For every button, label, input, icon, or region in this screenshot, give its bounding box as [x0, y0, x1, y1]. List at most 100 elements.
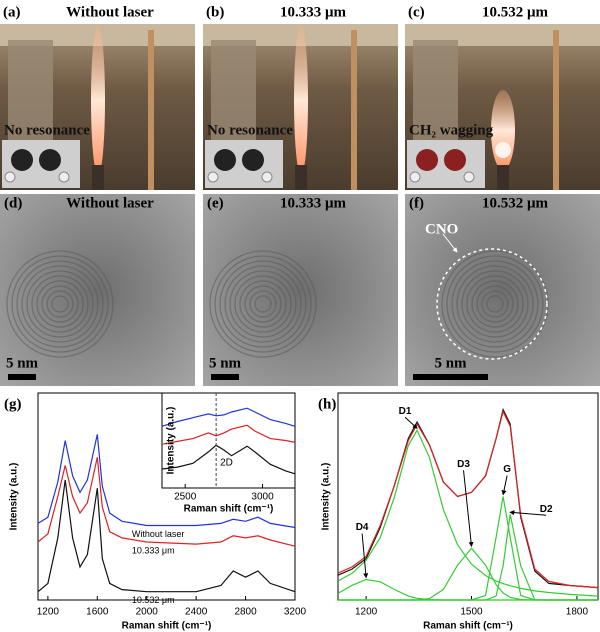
lattice-fringe [441, 250, 549, 358]
panel-label: (c) [408, 4, 425, 20]
x-tick-label: 1500 [460, 607, 483, 618]
lattice-fringe [209, 250, 317, 358]
lattice-fringe [21, 265, 99, 343]
panel-label: (g) [4, 396, 22, 412]
x-axis-label: Raman shift (cm⁻¹) [122, 621, 212, 632]
foil-coil [8, 40, 53, 140]
annotation: CNO [425, 221, 458, 237]
series-label: 10.532 μm [132, 595, 175, 605]
scale-label: 5 nm [434, 355, 467, 371]
lattice-fringe [51, 295, 69, 313]
spectrum [337, 578, 598, 601]
lattice-fringe [446, 255, 544, 353]
atom [214, 149, 236, 171]
flame [294, 25, 308, 175]
x-tick-label: 2400 [185, 607, 208, 618]
series-label: Without laser [132, 529, 185, 539]
tem-image [0, 194, 195, 386]
lattice-fringe [486, 295, 504, 313]
peak-label: D2 [540, 504, 553, 515]
spectrum [161, 407, 296, 427]
atom [242, 149, 264, 171]
panel-note: No resonance [4, 122, 90, 138]
label-arrow [463, 470, 474, 548]
lattice-fringe [249, 290, 277, 318]
y-axis-label: Intensity (a.u.) [166, 407, 177, 475]
panel-label: (d) [4, 195, 22, 211]
panel-title: 10.532 μm [482, 4, 549, 20]
lattice-fringe [234, 275, 292, 333]
nozzle [92, 165, 104, 190]
scale-bar [211, 374, 239, 380]
y-axis-label: Intensity (a.u.) [321, 463, 332, 531]
lattice-fringe [244, 285, 282, 323]
x-tick-label: 3000 [251, 492, 274, 503]
lattice-fringe [481, 290, 509, 318]
atom [416, 149, 438, 171]
x-tick-label: 2800 [234, 607, 257, 618]
panel-label: (e) [207, 195, 224, 211]
foil-coil [211, 40, 256, 140]
x-tick-label: 1200 [37, 607, 60, 618]
flame [91, 25, 105, 175]
header-strip [203, 0, 398, 24]
atom [39, 149, 61, 171]
panel-label: (b) [206, 4, 224, 20]
rod [148, 30, 154, 190]
spectrum [161, 444, 296, 475]
spectrum [337, 428, 599, 597]
x-tick-label: 3200 [284, 607, 307, 618]
header-strip [0, 0, 195, 24]
scale-bar [413, 374, 488, 380]
peak-label: D3 [457, 459, 470, 470]
lattice-fringe [254, 295, 272, 313]
peak-label: G [503, 464, 511, 475]
label-arrow [404, 416, 418, 429]
peak-label: D1 [399, 406, 412, 417]
panel-label: (f) [409, 195, 424, 211]
scale-label: 5 nm [209, 355, 242, 371]
lattice-fringe [456, 265, 534, 343]
panel-note: No resonance [207, 122, 293, 138]
panel-note: CH₂ wagging [409, 122, 494, 138]
label-arrow [509, 510, 547, 516]
x-tick-label: 1600 [86, 607, 109, 618]
lattice-fringe [46, 290, 74, 318]
rod [351, 30, 357, 190]
atom [4, 171, 16, 183]
lattice-fringe [41, 285, 79, 323]
cno-outline [436, 248, 548, 360]
marker-label: 2D [220, 458, 233, 469]
label-arrow [501, 475, 508, 496]
tem-image [405, 194, 600, 386]
atom [58, 171, 70, 183]
x-tick-label: 1200 [355, 607, 378, 618]
nozzle [497, 165, 509, 190]
series-label: 10.333 μm [132, 545, 175, 555]
plot-frame [337, 392, 599, 601]
lattice-fringe [11, 255, 109, 353]
atom [444, 149, 466, 171]
x-axis-label: Raman shift (cm⁻¹) [184, 504, 274, 515]
spectrum [161, 424, 296, 445]
lattice-fringe [461, 270, 529, 338]
spectrum [337, 409, 599, 589]
panel-title: Without laser [66, 195, 154, 211]
lattice-fringe [451, 260, 539, 348]
header-strip [405, 0, 600, 24]
lattice-fringe [6, 250, 114, 358]
spectrum [37, 457, 296, 547]
scale-label: 5 nm [6, 355, 39, 371]
lattice-fringe [224, 265, 302, 343]
spectrum [37, 434, 296, 529]
lattice-fringe [26, 270, 94, 338]
panel-title: Without laser [66, 4, 154, 20]
lattice-fringe [229, 270, 297, 338]
scale-bar [8, 374, 36, 380]
peak-label: D4 [356, 522, 369, 533]
lattice-fringe [31, 275, 89, 333]
foil-coil [413, 40, 458, 140]
panel-label: (h) [318, 396, 336, 412]
panel-title: 10.333 μm [280, 4, 347, 20]
